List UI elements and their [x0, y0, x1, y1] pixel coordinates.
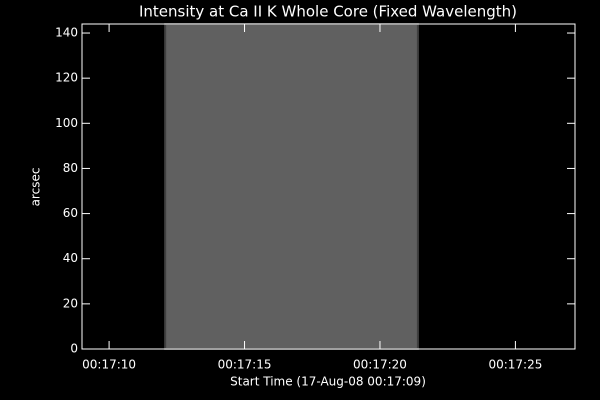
y-tick-label: 120 — [55, 71, 78, 85]
y-tick-label: 60 — [63, 206, 78, 220]
y-tick-label: 100 — [55, 116, 78, 130]
x-tick-label: 00:17:10 — [82, 358, 136, 372]
y-tick-label: 80 — [63, 161, 78, 175]
y-tick-label: 0 — [70, 342, 78, 356]
x-tick-label: 00:17:25 — [488, 358, 542, 372]
x-tick-label: 00:17:15 — [218, 358, 272, 372]
y-tick-label: 20 — [63, 296, 78, 310]
y-axis-label: arcsec — [29, 168, 43, 207]
x-axis-label: Start Time (17-Aug-08 00:17:09) — [230, 375, 426, 389]
image-region — [164, 23, 419, 350]
y-tick-label: 140 — [55, 26, 78, 40]
y-tick-label: 40 — [63, 251, 78, 265]
plot-frame — [81, 23, 576, 350]
x-tick-label: 00:17:20 — [353, 358, 407, 372]
chart-title: Intensity at Ca II K Whole Core (Fixed W… — [139, 3, 517, 21]
